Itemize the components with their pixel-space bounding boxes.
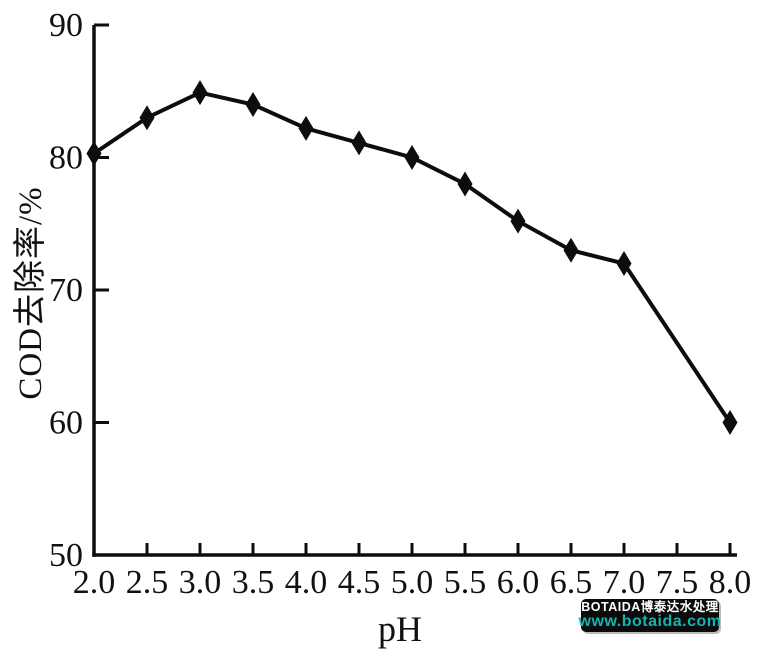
y-tick-label: 70	[49, 272, 83, 309]
data-point-marker	[298, 115, 314, 141]
x-tick-label: 5.0	[391, 564, 434, 601]
x-tick-label: 7.0	[603, 564, 646, 601]
watermark-brand-text: BOTAIDA博泰达水处理	[581, 599, 719, 614]
data-point-marker	[139, 105, 155, 131]
x-tick-label: 6.0	[497, 564, 540, 601]
data-point-marker	[351, 130, 367, 156]
y-tick-label: 90	[49, 7, 83, 44]
watermark-url-text: www.botaida.com	[578, 612, 722, 630]
y-tick-label: 80	[49, 140, 83, 177]
x-tick-label: 5.5	[444, 564, 487, 601]
data-point-marker	[563, 237, 579, 263]
data-point-marker	[86, 141, 102, 167]
y-axis-title: COD去除率/%	[13, 186, 49, 400]
data-point-marker	[510, 208, 526, 234]
data-point-marker	[616, 251, 632, 276]
x-tick-label: 7.5	[656, 564, 699, 601]
y-tick-label: 60	[49, 405, 83, 442]
data-point-marker	[404, 145, 420, 170]
x-tick-label: 3.5	[232, 564, 275, 601]
x-tick-label: 2.0	[73, 564, 116, 601]
data-point-marker	[245, 92, 261, 117]
data-point-marker	[192, 80, 208, 106]
data-point-marker	[722, 410, 738, 435]
y-tick-label: 50	[49, 537, 83, 574]
x-tick-label: 6.5	[550, 564, 593, 601]
watermark-badge: BOTAIDA博泰达水处理 www.botaida.com	[578, 599, 722, 632]
data-point-marker	[457, 171, 473, 197]
x-axis-title: pH	[378, 609, 422, 649]
data-line	[92, 90, 732, 424]
x-tick-label: 4.5	[338, 564, 381, 601]
x-tick-label: 8.0	[709, 564, 752, 601]
x-tick-label: 4.0	[285, 564, 328, 601]
x-tick-label: 2.5	[126, 564, 169, 601]
x-tick-label: 3.0	[179, 564, 222, 601]
